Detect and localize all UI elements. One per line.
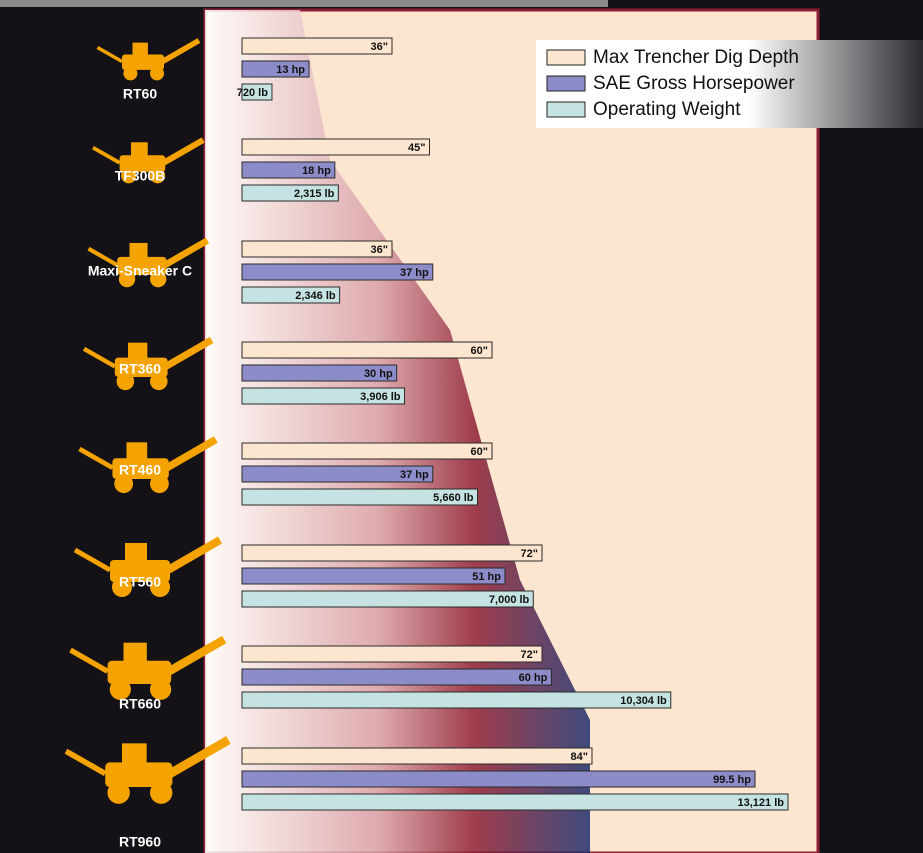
value-label: 37 hp xyxy=(400,267,429,279)
value-label: 99.5 hp xyxy=(713,774,751,786)
category-label: RT460 xyxy=(119,462,161,478)
machine-icon xyxy=(73,536,222,597)
value-label: 60" xyxy=(471,446,488,458)
value-label: 13,121 lb xyxy=(738,797,785,809)
bar xyxy=(241,465,434,483)
bar xyxy=(241,793,789,811)
bar xyxy=(241,286,341,304)
bar xyxy=(241,747,593,765)
value-label: 72" xyxy=(521,548,538,560)
machine-icon xyxy=(96,38,201,81)
machine-icon xyxy=(69,635,227,700)
bar xyxy=(241,60,310,78)
bar xyxy=(241,567,506,585)
category-label: RT960 xyxy=(119,834,161,850)
category-label: RT360 xyxy=(119,361,161,377)
category-label: TF300B xyxy=(115,168,166,184)
category-label: RT660 xyxy=(119,696,161,712)
legend-swatch xyxy=(546,101,586,118)
bar xyxy=(241,442,493,460)
machine-icon xyxy=(82,336,214,391)
bar xyxy=(241,37,393,55)
value-label: 36" xyxy=(371,41,388,53)
value-label: 51 hp xyxy=(472,571,501,583)
bar xyxy=(241,590,534,608)
value-label: 45" xyxy=(408,142,425,154)
legend-label: Max Trencher Dig Depth xyxy=(593,47,799,68)
value-label: 10,304 lb xyxy=(620,695,667,707)
value-label: 30 hp xyxy=(364,368,393,380)
value-label: 5,660 lb xyxy=(433,492,474,504)
legend-box xyxy=(536,40,923,128)
bar xyxy=(241,488,479,506)
bar xyxy=(241,770,756,788)
bar xyxy=(241,83,273,101)
machine-icon xyxy=(64,736,231,804)
bar xyxy=(241,240,393,258)
legend-label: SAE Gross Horsepower xyxy=(593,73,795,94)
category-label: RT60 xyxy=(123,86,157,102)
bar xyxy=(241,138,430,156)
bar xyxy=(241,184,339,202)
legend-swatch xyxy=(546,49,586,66)
backdrop-shade xyxy=(205,10,590,853)
top-strip xyxy=(0,0,608,7)
value-label: 60 hp xyxy=(519,672,548,684)
category-label: Maxi-Sneaker C xyxy=(88,263,192,279)
value-label: 2,315 lb xyxy=(294,188,335,200)
machine-icon xyxy=(92,137,205,184)
bar xyxy=(241,387,406,405)
category-label: RT560 xyxy=(119,574,161,590)
legend-label: Operating Weight xyxy=(593,99,741,120)
bar xyxy=(241,668,552,686)
bar xyxy=(241,645,543,663)
bar xyxy=(241,691,672,709)
value-label: 720 lb xyxy=(237,87,268,99)
legend-swatch xyxy=(546,75,586,92)
value-label: 18 hp xyxy=(302,165,331,177)
value-label: 3,906 lb xyxy=(360,391,401,403)
value-label: 37 hp xyxy=(400,469,429,481)
bar xyxy=(241,364,398,382)
value-label: 72" xyxy=(521,649,538,661)
value-label: 2,346 lb xyxy=(295,290,336,302)
bar xyxy=(241,263,434,281)
bar xyxy=(241,341,493,359)
value-label: 13 hp xyxy=(276,64,305,76)
value-label: 60" xyxy=(471,345,488,357)
value-label: 36" xyxy=(371,244,388,256)
bar xyxy=(241,544,543,562)
machine-icon xyxy=(87,237,210,288)
value-label: 7,000 lb xyxy=(489,594,530,606)
bar xyxy=(241,161,336,179)
value-label: 84" xyxy=(571,751,588,763)
machine-icon xyxy=(78,436,218,494)
